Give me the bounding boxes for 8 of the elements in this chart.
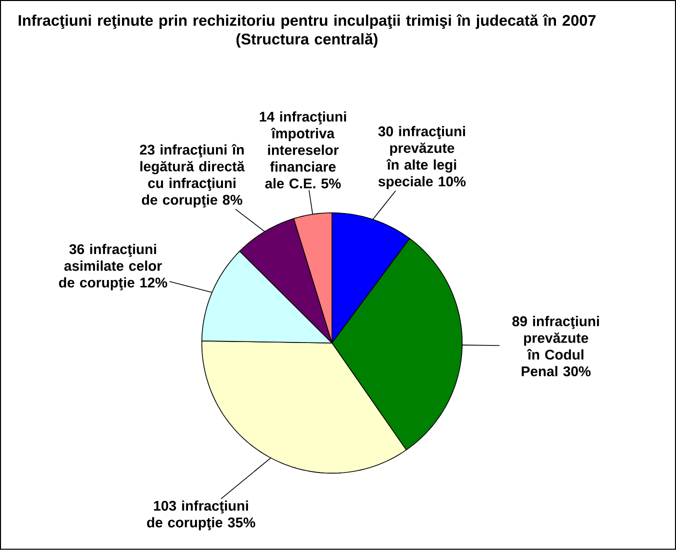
slice-label: 103 infracţiuni de corupţie 35% [147,500,256,530]
slice-label: 36 infracţiuni asimilate celor de corupţie 12% [59,244,168,290]
chart-subtitle: (Structura centrală) [236,33,378,48]
slice-label: 14 infracţiuni împotriva intereselor financiare ale C.E. 5% [260,111,346,189]
chart-title: Infracţiuni reţinute prin rechizitoriu pentru inculpaţii trimişi în judecată în 2007 [18,14,596,29]
slice-label: 30 infracţiuni prevăzute în alte legi speciale 10% [378,126,466,190]
slice-label: 23 infracţiuni în legătură directă cu infracţiuni de corupţie 8% [140,144,245,208]
slice-label: 89 infracţiuni prevăzute în Codul Penal 30% [512,316,599,376]
